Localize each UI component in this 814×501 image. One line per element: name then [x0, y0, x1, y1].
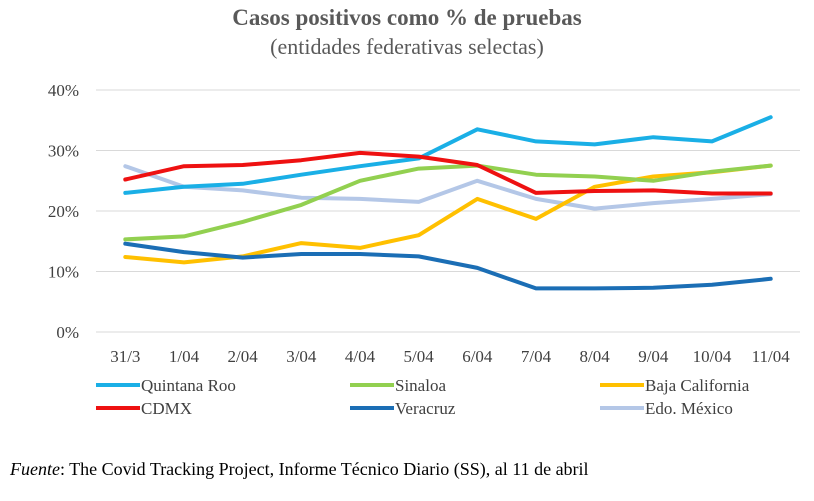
- x-tick-label: 9/04: [638, 347, 669, 366]
- series-line: [123, 241, 773, 291]
- x-tick-label: 2/04: [228, 347, 259, 366]
- series-line: [123, 115, 773, 195]
- y-tick-label: 40%: [48, 81, 79, 100]
- source-note: Fuente: The Covid Tracking Project, Info…: [10, 459, 589, 480]
- x-axis-ticks: 31/3 1/04 2/04 3/04 4/04 5/04 6/04 7/04 8/04 9/04…: [110, 347, 790, 366]
- legend-label: Sinaloa: [395, 376, 446, 395]
- legend: Quintana Roo Sinaloa Baja California CDMX Ve…: [96, 376, 750, 418]
- x-tick-label: 11/04: [752, 347, 791, 366]
- legend-label: Veracruz: [395, 399, 456, 418]
- x-tick-label: 5/04: [404, 347, 435, 366]
- series-line: [123, 164, 773, 211]
- chart-title: Casos positivos como % de pruebas: [232, 5, 582, 30]
- x-tick-label: 6/04: [462, 347, 493, 366]
- x-tick-label: 7/04: [521, 347, 552, 366]
- chart-subtitle: (entidades federativas selectas): [270, 34, 544, 59]
- legend-label: Baja California: [645, 376, 750, 395]
- y-tick-label: 20%: [48, 202, 79, 221]
- x-tick-label: 8/04: [580, 347, 611, 366]
- gridlines: [96, 89, 800, 333]
- legend-label: CDMX: [141, 399, 192, 418]
- legend-label: Edo. México: [645, 399, 733, 418]
- y-tick-label: 10%: [48, 263, 79, 282]
- line-chart: Casos positivos como % de pruebas (entid…: [48, 5, 800, 418]
- x-tick-label: 3/04: [286, 347, 317, 366]
- series-line: [123, 163, 773, 242]
- x-tick-label: 4/04: [345, 347, 376, 366]
- source-label: Fuente: [10, 459, 60, 479]
- y-tick-label: 0%: [56, 323, 79, 342]
- x-tick-label: 1/04: [169, 347, 200, 366]
- legend-label: Quintana Roo: [141, 376, 236, 395]
- x-tick-label: 31/3: [110, 347, 140, 366]
- series-line: [123, 163, 773, 265]
- series-line: [123, 150, 773, 196]
- x-tick-label: 10/04: [693, 347, 732, 366]
- source-text: : The Covid Tracking Project, Informe Té…: [59, 459, 589, 479]
- y-axis-ticks: 0% 10% 20% 30% 40%: [48, 81, 79, 342]
- y-tick-label: 30%: [48, 142, 79, 161]
- series-lines: [123, 115, 773, 291]
